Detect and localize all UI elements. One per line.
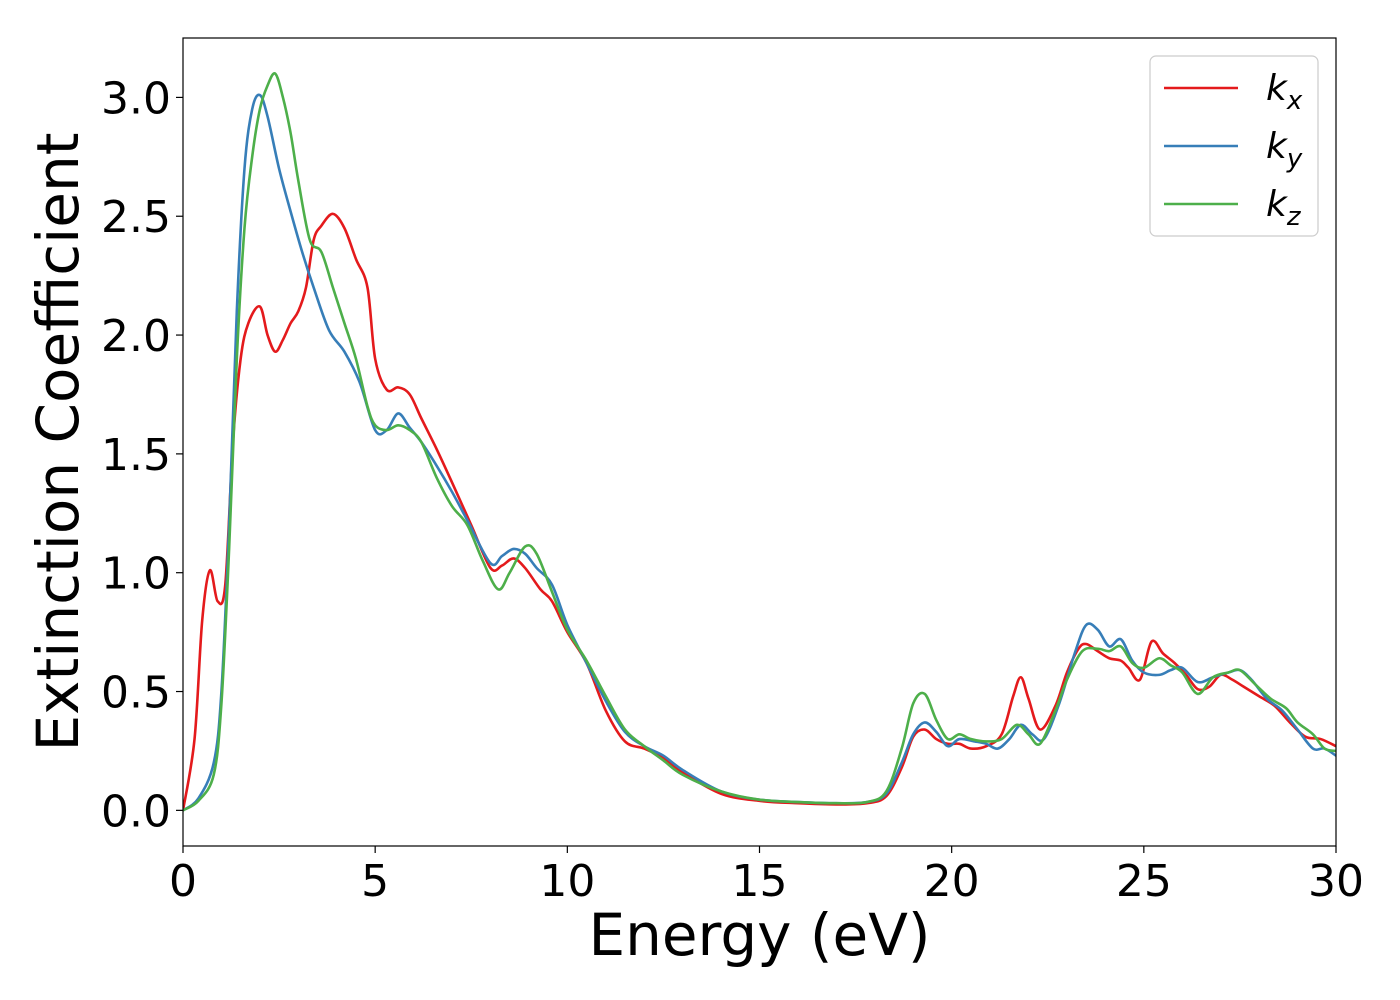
- series-line-x: [183, 212, 1336, 812]
- y-tick-label: 1.0: [101, 549, 171, 600]
- y-tick-label: 2.0: [101, 311, 171, 362]
- series-layer: [183, 72, 1336, 812]
- y-axis: 0.0 0.5 1.0 1.5 2.0 2.5 3.0: [101, 73, 183, 837]
- legend-label-z: kz: [1266, 184, 1302, 232]
- x-tick-label: 20: [924, 856, 980, 907]
- x-tick-label: 10: [539, 856, 595, 907]
- y-tick-label: 3.0: [101, 73, 171, 124]
- y-tick-label: 0.5: [101, 668, 171, 719]
- y-tick-label: 0.0: [101, 786, 171, 837]
- legend: kx ky kz: [1149, 55, 1319, 237]
- y-tick-label: 2.5: [101, 192, 171, 243]
- y-axis-title: Extinction Coefficient: [24, 133, 92, 752]
- legend-label-x: kx: [1266, 68, 1303, 116]
- x-tick-label: 15: [732, 856, 788, 907]
- x-axis-title: Energy (eV): [588, 901, 930, 969]
- x-tick-label: 25: [1116, 856, 1172, 907]
- y-tick-label: 1.5: [101, 430, 171, 481]
- legend-label-y: ky: [1266, 126, 1303, 174]
- x-tick-label: 30: [1308, 856, 1364, 907]
- x-axis: 0 5 10 15 20 25 30: [169, 846, 1364, 907]
- x-tick-label: 5: [361, 856, 389, 907]
- series-line-z: [183, 72, 1336, 812]
- x-tick-label: 0: [169, 856, 197, 907]
